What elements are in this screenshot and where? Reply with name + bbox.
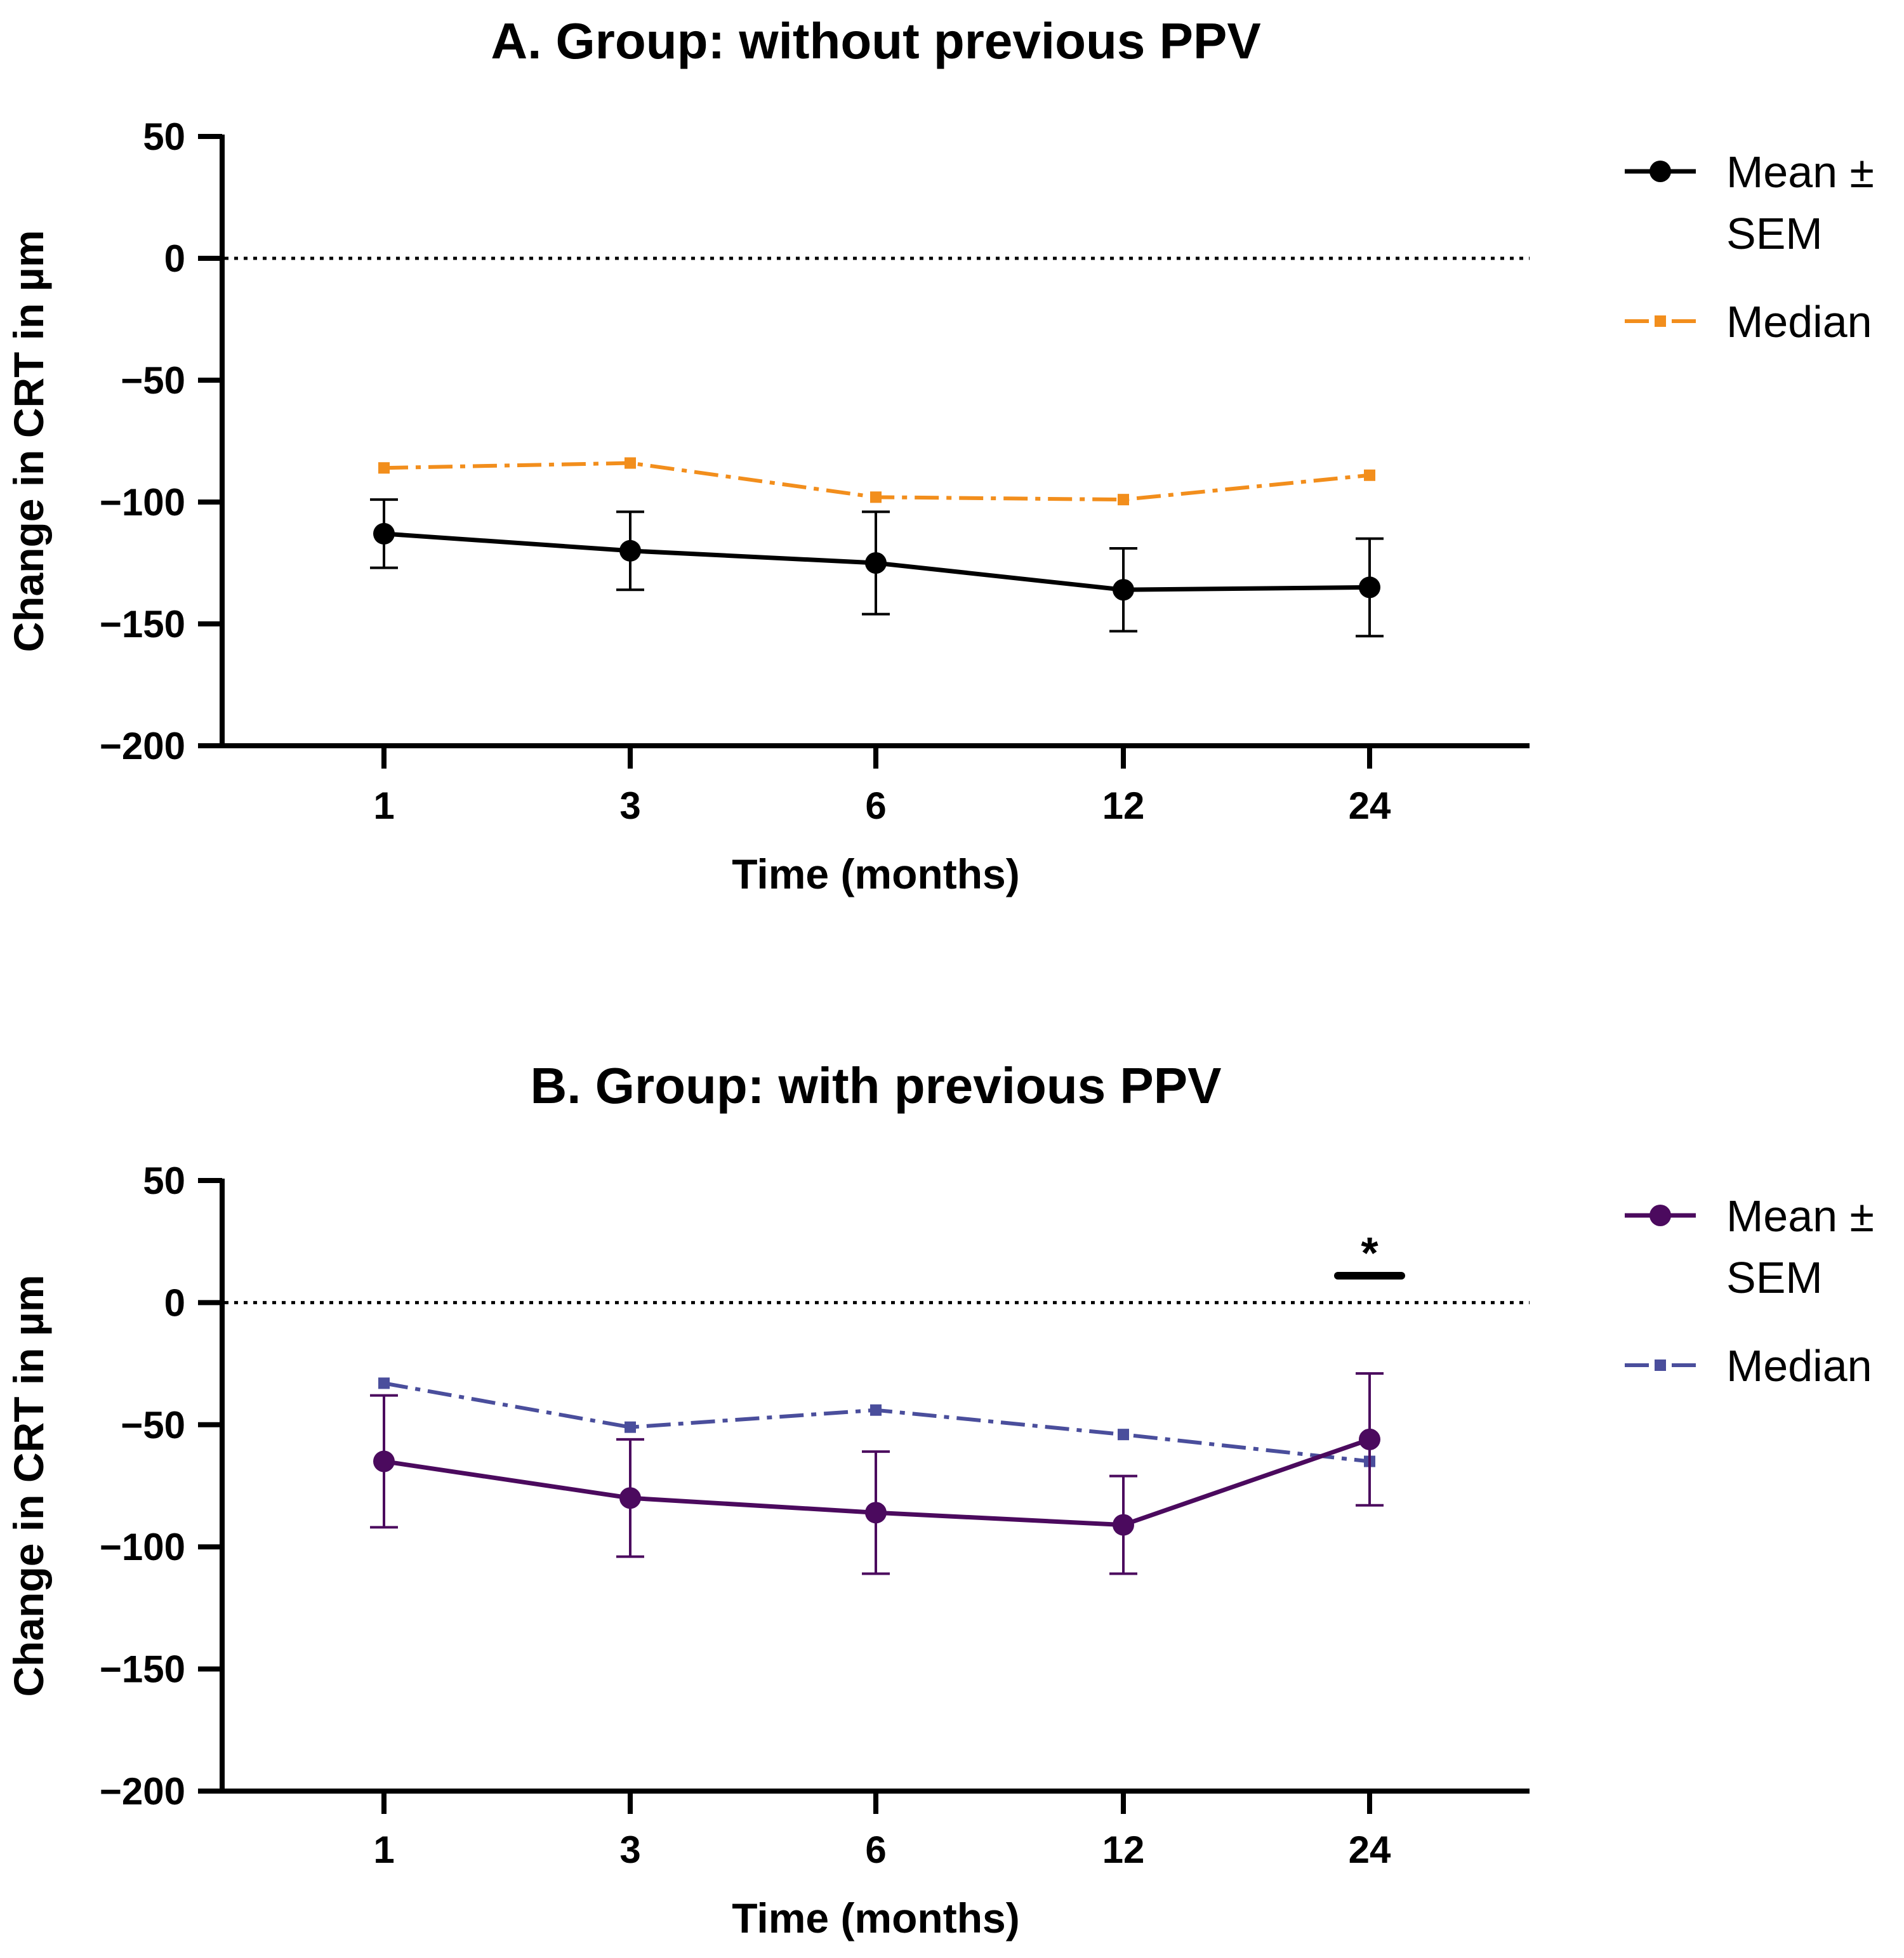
mean-data-point: [1359, 1428, 1380, 1450]
x-tick-label: 3: [619, 784, 640, 827]
y-tick-label: −150: [100, 603, 185, 645]
median-data-point: [870, 1404, 882, 1416]
chart-panel-a: A. Group: without previous PPV 50 0 −50 −100…: [5, 13, 1874, 897]
y-tick-label: 50: [143, 1160, 185, 1202]
mean-data-point: [1359, 576, 1380, 599]
x-tick-label: 1: [373, 1829, 394, 1871]
y-axis-label: Change in CRT in µm: [5, 1274, 52, 1697]
median-data-point: [1364, 469, 1375, 481]
legend-mean-label: SEM: [1726, 209, 1823, 258]
chart-panel-b: B. Group: with previous PPV 50 0 −50 −100 −15…: [5, 1057, 1874, 1941]
x-tick-label: 24: [1349, 784, 1391, 827]
y-tick-label: −50: [121, 1404, 185, 1446]
legend: Mean ± SEM Median: [1625, 1191, 1874, 1391]
y-tick-label: −200: [100, 1770, 185, 1813]
mean-data-point: [1113, 579, 1134, 601]
legend-mean-label: SEM: [1726, 1253, 1823, 1302]
significance-asterisk: *: [1361, 1228, 1378, 1278]
legend-median-label: Median: [1726, 1341, 1872, 1391]
median-data-point: [1118, 1429, 1129, 1441]
mean-data-point: [373, 1450, 395, 1472]
y-tick-label: −100: [100, 1526, 185, 1568]
legend-mean-swatch-marker: [1649, 1205, 1671, 1226]
legend: Mean ± SEM Median: [1625, 147, 1874, 347]
y-tick-label: −50: [121, 359, 185, 402]
y-tick-label: −200: [100, 725, 185, 767]
x-tick-label: 12: [1102, 784, 1145, 827]
median-data-point: [378, 1377, 390, 1389]
y-tick-label: 50: [143, 116, 185, 158]
mean-data-point: [865, 552, 887, 574]
x-tick-label: 6: [865, 784, 886, 827]
y-tick-label: −150: [100, 1648, 185, 1691]
legend-mean-label: Mean ±: [1726, 1191, 1874, 1241]
legend-median-swatch-marker: [1655, 315, 1666, 327]
median-data-point: [625, 1421, 636, 1433]
mean-data-point: [619, 539, 641, 562]
mean-data-point: [1113, 1514, 1134, 1536]
median-data-point: [625, 457, 636, 469]
median-data-point: [1118, 494, 1129, 506]
y-tick-label: 0: [164, 237, 185, 280]
x-axis-label: Time (months): [732, 1895, 1019, 1941]
x-tick-label: 6: [865, 1829, 886, 1871]
x-tick-label: 24: [1349, 1829, 1391, 1871]
y-axis-label: Change in CRT in µm: [5, 230, 52, 652]
mean-data-point: [373, 522, 395, 545]
median-data-point: [870, 491, 882, 503]
x-tick-label: 1: [373, 784, 394, 827]
x-tick-label: 12: [1102, 1829, 1145, 1871]
mean-data-point: [865, 1502, 887, 1524]
x-tick-label: 3: [619, 1829, 640, 1871]
y-tick-label: 0: [164, 1281, 185, 1324]
mean-data-point: [619, 1487, 641, 1509]
legend-mean-label: Mean ±: [1726, 147, 1874, 197]
median-data-point: [378, 462, 390, 474]
chart-title: B. Group: with previous PPV: [531, 1057, 1222, 1114]
legend-mean-swatch-marker: [1649, 161, 1671, 182]
y-tick-label: −100: [100, 481, 185, 524]
legend-median-swatch-marker: [1655, 1359, 1666, 1371]
legend-median-label: Median: [1726, 297, 1872, 347]
median-series-line: [383, 1381, 1370, 1464]
chart-title: A. Group: without previous PPV: [491, 13, 1260, 69]
x-axis-label: Time (months): [732, 850, 1019, 897]
